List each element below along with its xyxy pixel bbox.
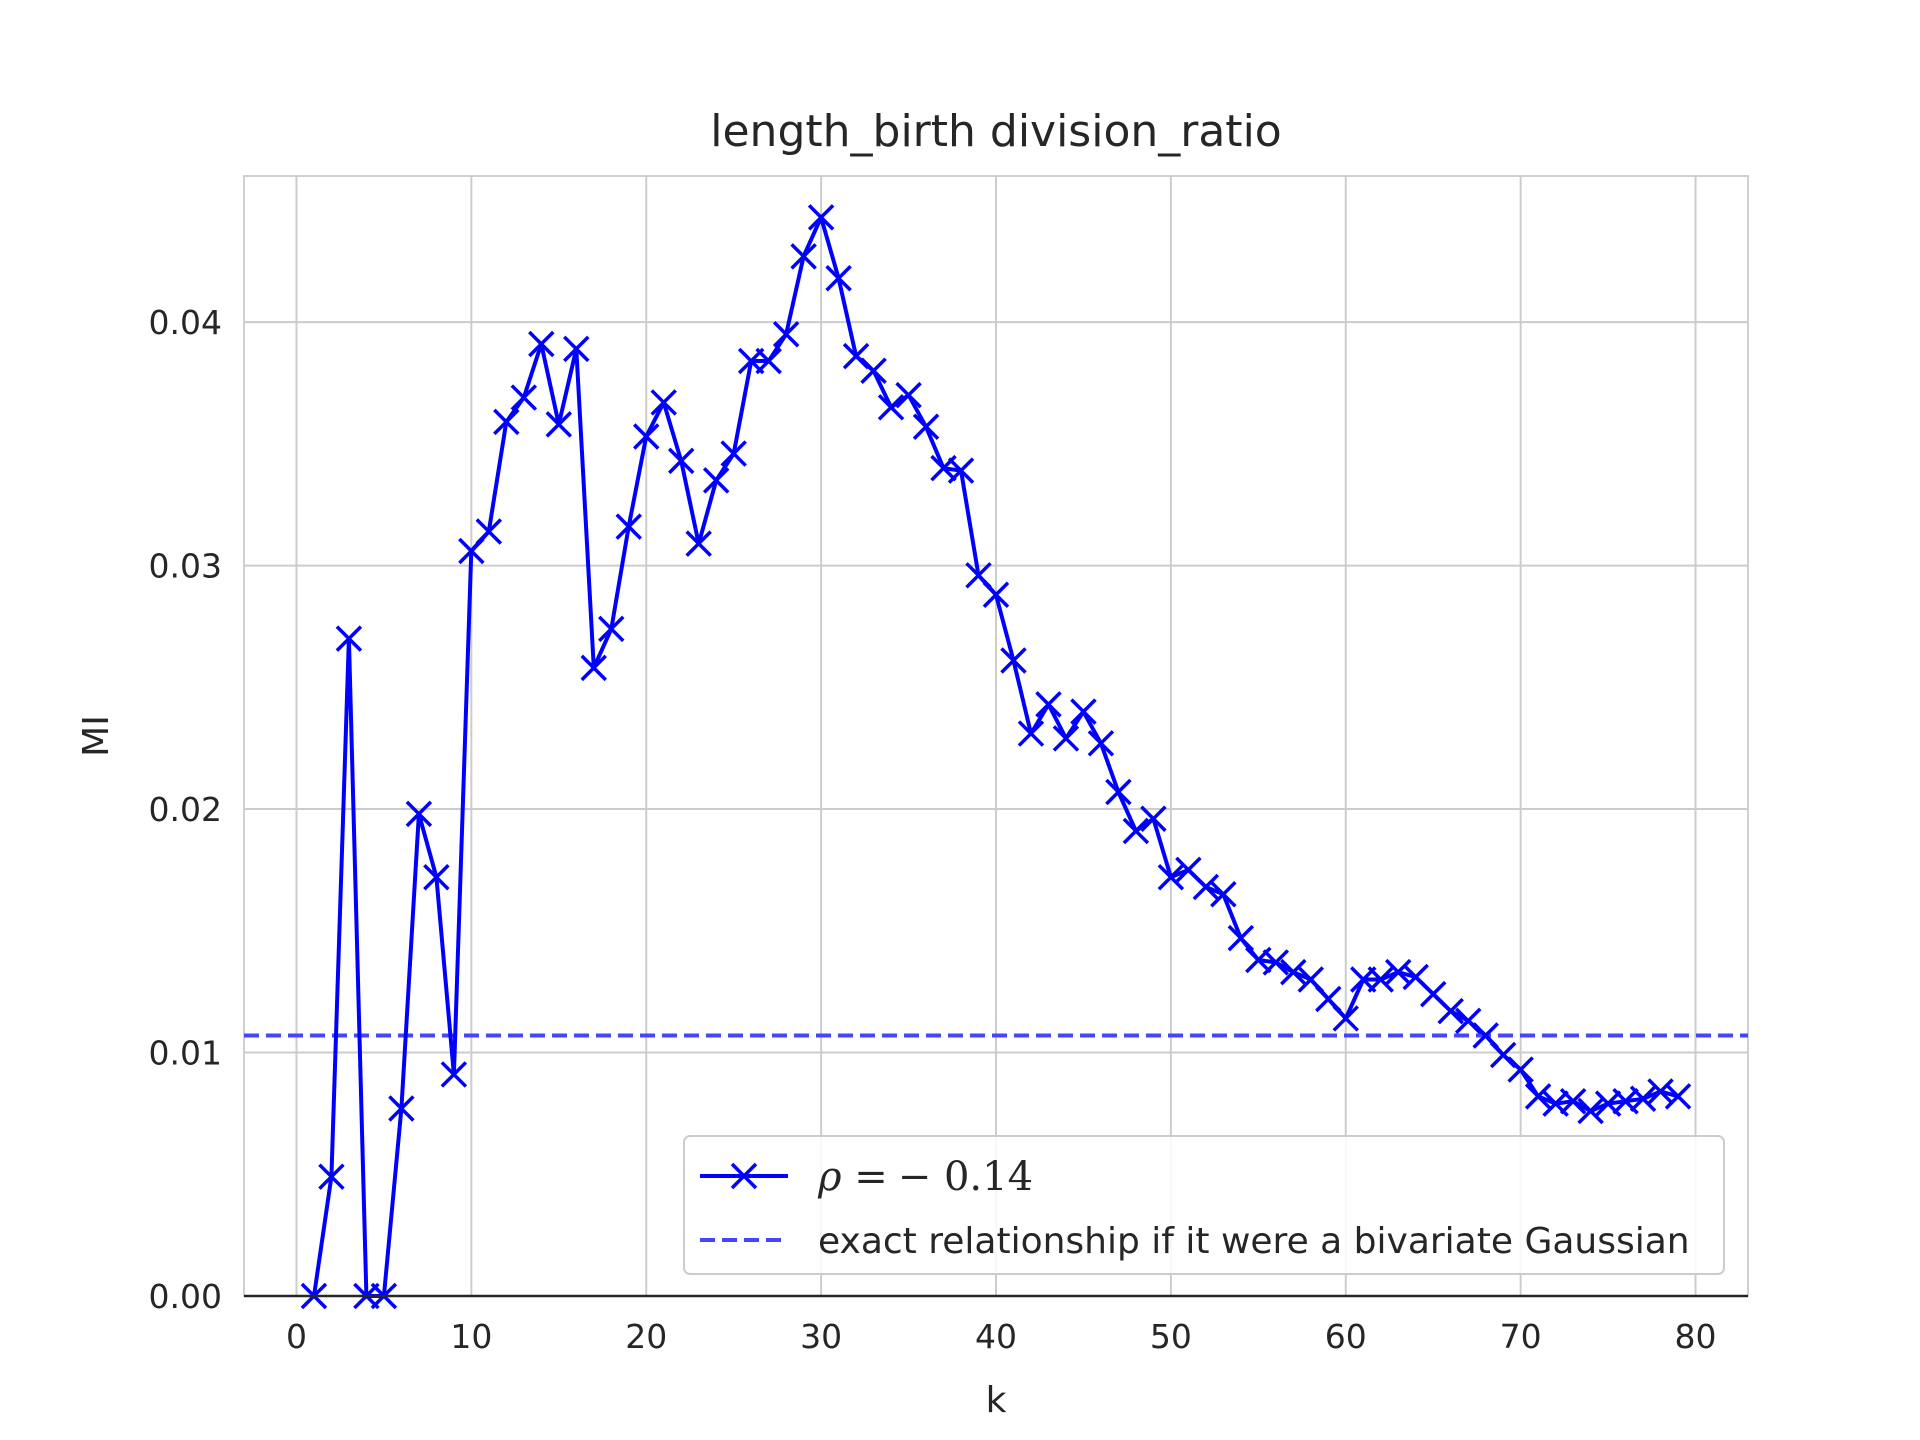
legend-box: [683, 1135, 1725, 1275]
data-point-marker: [405, 800, 433, 828]
data-point-marker: [1087, 730, 1115, 757]
data-point-marker: [1664, 1083, 1692, 1110]
data-point-marker: [755, 347, 782, 375]
y-tick-label: 0.02: [149, 790, 222, 829]
x-tick-label: 60: [1325, 1317, 1367, 1356]
data-point-marker: [1157, 863, 1185, 891]
data-point-marker: [1017, 720, 1045, 747]
data-point-marker: [1559, 1087, 1587, 1115]
x-tick-label: 70: [1500, 1317, 1542, 1356]
data-point-marker: [1052, 725, 1080, 752]
data-point-marker: [685, 530, 712, 557]
x-tick-label: 10: [450, 1317, 492, 1356]
y-tick-label: 0.01: [149, 1034, 222, 1073]
data-point-marker: [1070, 698, 1097, 725]
data-point-marker: [895, 381, 922, 409]
data-point-marker: [807, 204, 835, 231]
x-tick-labels: 0 10 20 30 40 50 60 70 80: [286, 1317, 1717, 1356]
legend-marker-x: [730, 1162, 758, 1190]
data-point-marker: [1122, 817, 1150, 845]
data-point-marker: [1384, 958, 1412, 986]
data-point-marker: [510, 384, 538, 411]
x-tick-label: 30: [800, 1317, 842, 1356]
data-point-marker: [825, 265, 852, 292]
x-tick-label: 20: [625, 1317, 667, 1356]
data-point-marker: [667, 447, 695, 475]
data-point-marker: [1489, 1041, 1517, 1069]
data-point-marker: [1000, 647, 1027, 674]
data-point-marker: [720, 440, 747, 467]
data-point-marker: [580, 654, 608, 682]
data-point-marker: [545, 411, 573, 438]
data-point-marker: [493, 408, 520, 436]
legend-label-value: − 0.14: [898, 1154, 1033, 1200]
data-point-marker: [1647, 1078, 1674, 1105]
data-point-marker: [598, 615, 625, 643]
x-tick-label: 80: [1675, 1317, 1717, 1356]
data-point-marker: [860, 357, 887, 385]
data-point-marker: [1507, 1056, 1534, 1083]
x-tick-label: 40: [975, 1317, 1017, 1356]
data-point-marker: [1227, 924, 1255, 952]
y-tick-label: 0.04: [149, 303, 222, 342]
x-tick-label: 50: [1150, 1317, 1192, 1356]
data-point-marker: [1192, 873, 1220, 901]
data-point-marker: [563, 335, 590, 363]
data-point-marker: [1280, 958, 1307, 986]
data-point-marker: [912, 413, 940, 441]
data-point-marker: [1210, 881, 1237, 908]
data-point-marker: [440, 1061, 468, 1088]
data-point-marker: [982, 581, 1010, 609]
data-point-marker: [772, 321, 800, 348]
data-point-marker: [335, 625, 363, 652]
legend-label-gaussian: exact relationship if it were a bivariat…: [818, 1221, 1690, 1262]
legend-label-rho: ρ =: [817, 1154, 888, 1200]
data-point-marker: [423, 863, 450, 891]
series-layer: [300, 204, 1692, 1310]
data-point-marker: [650, 389, 677, 416]
data-point-marker: [1262, 949, 1290, 976]
data-point-marker: [632, 423, 660, 450]
y-tick-label: 0.03: [149, 547, 222, 586]
data-point-marker: [1140, 805, 1167, 833]
data-point-marker: [1454, 1007, 1482, 1035]
data-point-marker: [1105, 778, 1132, 806]
data-point-marker: [388, 1095, 415, 1122]
legend: ρ = − 0.14 exact relationship if it were …: [683, 1135, 1725, 1275]
data-point-marker: [1524, 1083, 1552, 1110]
data-point-marker: [528, 330, 555, 358]
data-point-marker: [1332, 1005, 1360, 1032]
data-point-marker: [1437, 997, 1464, 1025]
data-point-marker: [1367, 966, 1394, 993]
x-axis-label: k: [986, 1380, 1007, 1421]
data-point-marker: [318, 1163, 345, 1190]
data-point-marker: [947, 457, 975, 484]
data-point-marker: [1577, 1097, 1604, 1125]
y-tick-labels: 0.00 0.01 0.02 0.03 0.04: [149, 303, 222, 1316]
data-point-marker: [615, 513, 642, 540]
data-point-marker: [1629, 1085, 1657, 1113]
y-axis-label: MI: [76, 715, 117, 757]
data-point-marker: [842, 342, 870, 370]
data-point-marker: [702, 467, 730, 494]
data-point-marker: [877, 394, 905, 421]
data-point-marker: [475, 518, 503, 545]
chart-title: length_birth division_ratio: [710, 106, 1281, 157]
legend-label-series: ρ = − 0.14: [817, 1154, 1033, 1200]
data-point-marker: [1035, 691, 1062, 718]
data-point-marker: [790, 243, 817, 270]
y-tick-label: 0.00: [149, 1277, 222, 1316]
x-tick-label: 0: [286, 1317, 307, 1356]
grid: [244, 176, 1748, 1296]
